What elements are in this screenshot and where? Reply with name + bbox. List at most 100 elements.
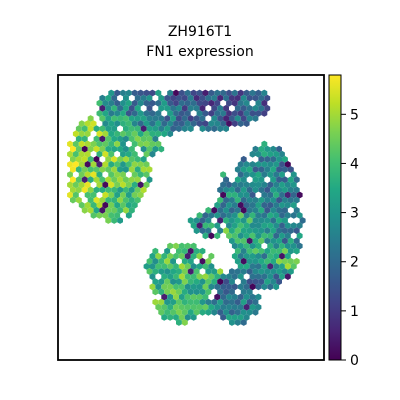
tissue-spot [170,257,176,265]
tissue-spot [137,89,144,97]
tissue-spot [161,303,168,311]
tissue-spot [296,222,303,229]
tissue-spot [284,273,291,280]
tissue-spot [143,120,150,127]
tissue-spot [290,191,297,199]
tissue-spot [234,94,241,102]
tissue-spot [105,145,112,153]
tissue-spot [229,237,235,245]
tissue-spot [208,273,215,280]
tissue-spot [184,303,191,311]
tissue-spot [123,104,129,112]
tissue-spot [164,308,171,316]
tissue-spot [264,278,271,286]
tissue-spot [111,166,118,173]
tissue-spot [273,191,280,199]
tissue-spot [167,314,174,321]
tissue-spot [176,268,182,275]
tissue-spot [72,150,79,158]
tissue-spot [178,293,185,301]
tissue-spot [125,201,132,209]
tissue-spot [205,206,212,214]
tissue-spot [84,150,91,158]
tissue-spot [276,186,282,194]
tissue-spot [240,319,247,326]
tissue-spot [67,181,73,189]
tissue-spot [193,217,200,224]
tissue-spot [276,227,282,235]
tissue-spot [270,237,277,245]
tissue-spot [196,89,203,97]
tissue-spot [252,196,259,204]
tissue-spot [178,273,185,280]
tissue-spot [214,89,221,97]
tissue-spot [214,222,221,229]
tissue-spot [155,283,162,291]
tissue-spot [214,120,221,127]
tissue-spot [293,206,300,214]
tissue-spot [134,155,141,163]
tissue-spot [279,232,285,240]
tissue-spot [211,104,218,112]
tissue-spot [279,273,285,280]
tissue-spot [152,288,159,296]
tissue-spot [123,135,129,143]
tissue-spot [234,217,241,224]
tissue-spot [223,227,229,235]
tissue-spot [217,278,224,286]
tissue-spot [226,232,232,240]
tissue-spot [226,120,232,127]
tissue-spot [202,283,209,291]
tissue-spot [167,273,174,280]
tissue-spot [202,303,209,311]
tissue-spot [243,161,250,168]
tissue-spot [105,135,112,143]
tissue-spot [108,212,115,219]
tissue-spot [296,242,303,250]
tissue-spot [205,125,212,133]
tissue-spot [282,196,288,204]
tissue-spot [249,263,256,270]
tissue-spot [105,155,112,163]
tissue-spot [273,181,280,189]
tissue-spot [131,191,138,199]
tissue-spot [184,120,191,127]
tissue-spot [231,201,238,209]
tissue-spot [111,176,118,184]
tissue-spot [143,161,150,168]
tissue-spot [240,227,247,235]
tissue-spot [243,191,250,199]
tissue-spot [134,104,141,112]
tissue-spot [128,166,135,173]
tissue-spot [196,212,203,219]
tissue-spot [102,130,109,138]
tissue-spot [214,110,221,117]
tissue-spot [237,99,244,107]
tissue-spot [143,140,150,148]
tissue-spot [161,252,168,260]
tissue-spot [78,181,85,189]
tissue-spot [240,166,247,173]
tissue-spot [229,298,235,306]
tissue-spot [234,308,241,316]
tissue-spot [114,191,121,199]
tissue-spot [114,212,121,219]
tissue-spot [255,242,262,250]
tissue-spot [125,181,132,189]
tissue-spot [246,237,253,245]
tissue-spot [211,278,218,286]
tissue-spot [237,314,244,321]
chart-subtitle: FN1 expression [146,44,254,60]
tissue-spot [229,217,235,224]
tissue-spot [123,115,129,122]
tissue-spot [240,237,247,245]
tissue-spot [143,171,150,178]
tissue-spot [223,278,229,286]
tissue-spot [282,268,288,275]
tissue-spot [220,273,227,280]
tissue-spot [190,303,197,311]
tissue-spot [99,145,106,153]
tissue-spot [184,252,191,260]
tissue-spot [173,263,179,270]
tissue-spot [208,263,215,270]
